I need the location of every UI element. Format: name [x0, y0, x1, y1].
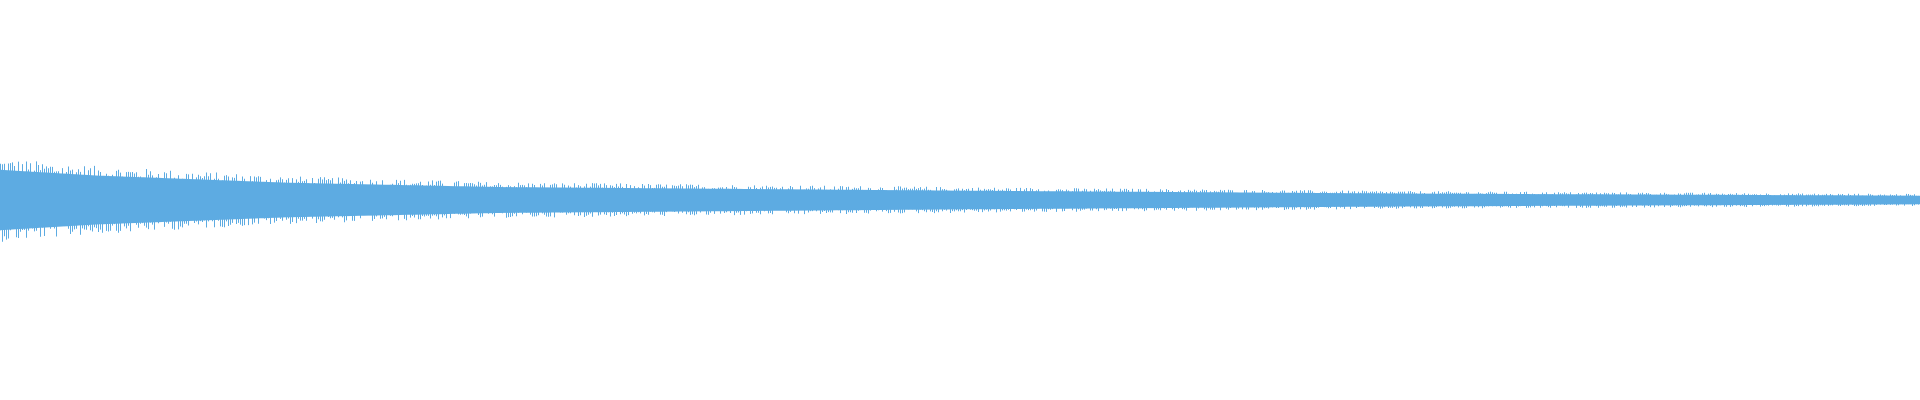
waveform-bars — [0, 161, 1920, 242]
